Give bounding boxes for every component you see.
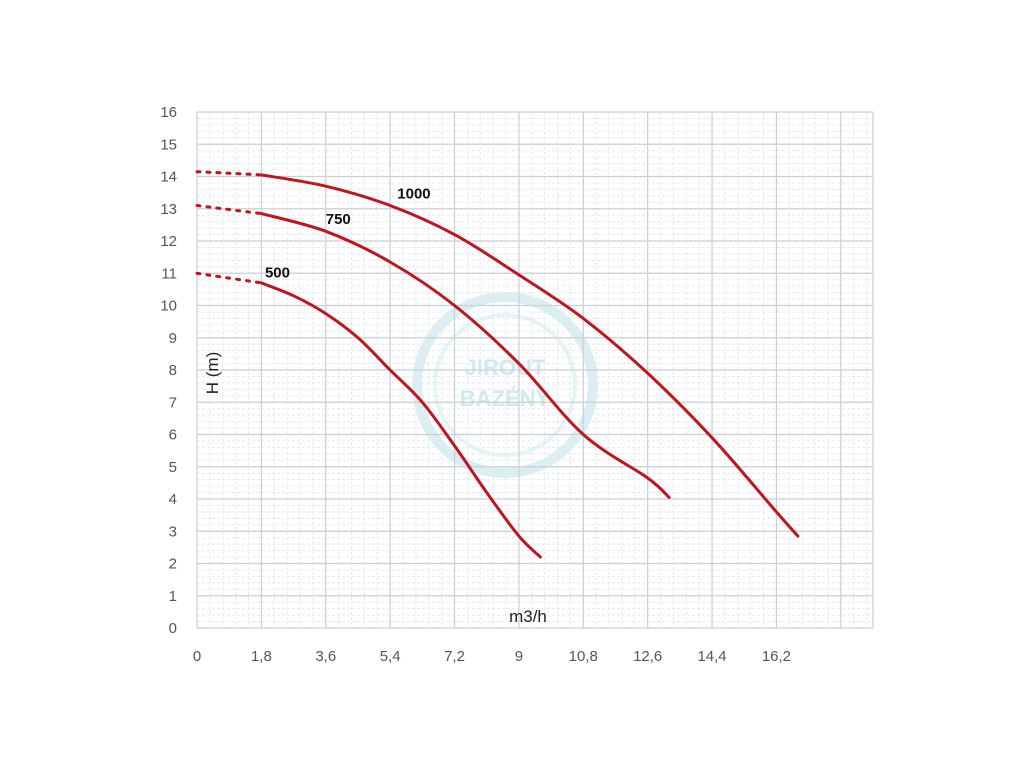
y-tick-label: 8: [169, 362, 177, 379]
watermark-text-line-1: JIROUT: [465, 355, 546, 380]
x-tick-label: 12,6: [633, 648, 662, 665]
x-tick-label: 1,8: [251, 648, 272, 665]
x-axis-title: m3/h: [509, 607, 547, 626]
x-tick-label: 5,4: [380, 648, 401, 665]
y-tick-label: 6: [169, 427, 177, 444]
y-tick-label: 10: [160, 298, 177, 315]
grid: [196, 111, 874, 629]
x-axis-ticks: 0 1,8 3,6 5,4 7,2 9 10,8 12,6 14,4 16,2: [193, 648, 791, 665]
x-tick-label: 14,4: [697, 648, 726, 665]
x-tick-label: 7,2: [444, 648, 465, 665]
y-tick-label: 7: [169, 394, 177, 411]
curve-label-500: 500: [265, 264, 290, 281]
y-tick-label: 14: [160, 169, 177, 186]
x-tick-label: 10,8: [569, 648, 598, 665]
x-tick-label: 16,2: [762, 648, 791, 665]
watermark: JIROUT BAZÉNY: [412, 292, 598, 478]
y-tick-label: 1: [169, 588, 177, 605]
curve-label-750: 750: [326, 211, 351, 228]
y-tick-label: 0: [169, 620, 177, 637]
y-tick-label: 11: [161, 265, 177, 282]
y-tick-label: 15: [160, 136, 177, 153]
watermark-ring-icon: [412, 292, 598, 478]
y-tick-label: 2: [169, 556, 177, 573]
curve-labels: 500 750 1000: [265, 185, 431, 281]
x-tick-label: 3,6: [315, 648, 336, 665]
y-tick-label: 13: [160, 201, 177, 218]
watermark-text-line-2: BAZÉNY: [460, 386, 551, 411]
curve-500-extrapolated: [195, 271, 263, 285]
curve-label-1000: 1000: [397, 185, 430, 202]
y-tick-label: 4: [169, 491, 177, 508]
curve-1000: [259, 173, 800, 538]
y-tick-label: 12: [160, 233, 177, 250]
curve-500: [259, 281, 542, 559]
curve-750: [259, 212, 671, 499]
y-tick-label: 9: [169, 330, 177, 347]
y-tick-label: 3: [169, 523, 177, 540]
curves: [195, 170, 800, 559]
x-tick-label: 0: [193, 648, 201, 665]
watermark-inner-ring-icon: [433, 313, 577, 457]
y-tick-label: 16: [160, 104, 177, 121]
y-tick-label: 5: [169, 459, 177, 476]
curve-750-extrapolated: [195, 204, 263, 216]
x-tick-label: 9: [515, 648, 523, 665]
y-axis-title: H (m): [203, 352, 222, 394]
curve-1000-extrapolated: [195, 170, 263, 177]
